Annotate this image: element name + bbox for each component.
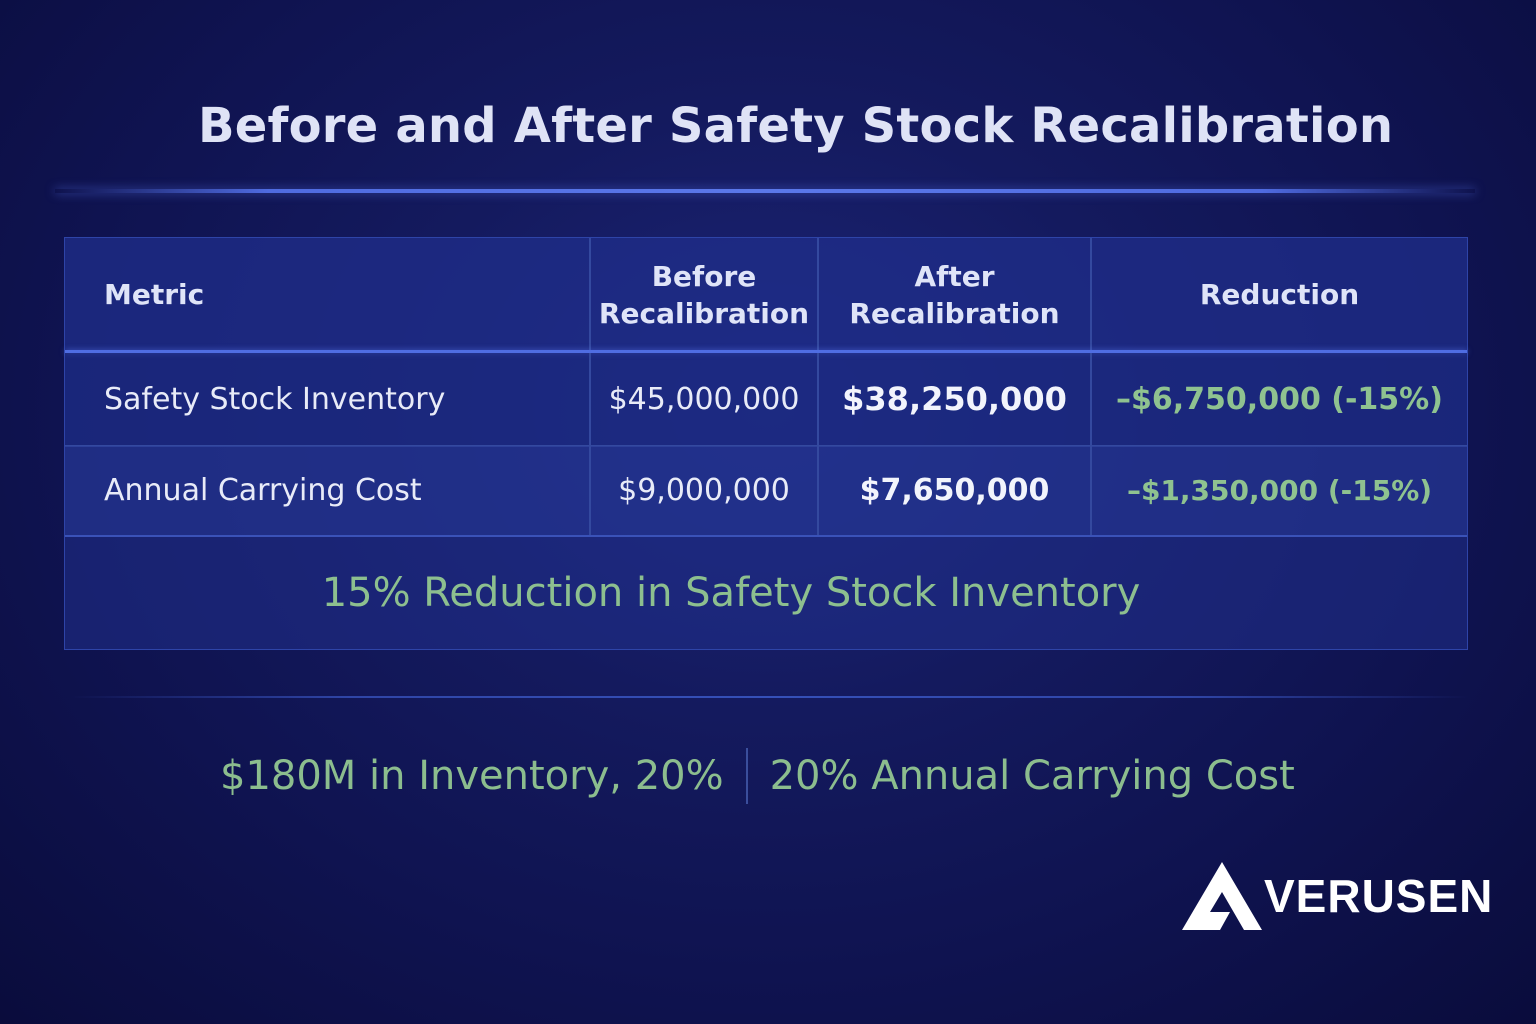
stats-bar: $180M in Inventory, 20% 20% Annual Carry…	[220, 748, 1295, 804]
stat-carrying-cost: 20% Annual Carrying Cost	[769, 753, 1295, 799]
row-metric-cell: Safety Stock Inventory	[65, 353, 589, 445]
row-metric-label: Annual Carrying Cost	[104, 473, 422, 508]
row-before-cell: $9,000,000	[589, 446, 817, 535]
header-reduction-label: Reduction	[1199, 278, 1360, 311]
row-reduction-cell: –$6,750,000 (-15%)	[1090, 353, 1467, 445]
summary-divider	[65, 535, 1467, 537]
logo-text: VERUSEN	[1264, 870, 1494, 922]
header-metric-label: Metric	[104, 278, 205, 311]
row-after-cell: $7,650,000	[817, 446, 1090, 535]
row-before-value: $9,000,000	[618, 473, 790, 508]
header-divider	[65, 350, 1467, 353]
table-header-row: Metric Before Recalibration After Recali…	[65, 238, 1467, 351]
row-after-cell: $38,250,000	[817, 353, 1090, 445]
summary-text: 15% Reduction in Safety Stock Inventory	[321, 569, 1141, 616]
header-before-label: Before Recalibration	[598, 259, 810, 330]
table-row: Annual Carrying Cost $9,000,000 $7,650,0…	[65, 446, 1467, 535]
stat-separator	[745, 748, 748, 804]
page-title: Before and After Safety Stock Recalibrat…	[198, 98, 1394, 154]
header-after-label: After Recalibration	[849, 259, 1060, 330]
row-before-cell: $45,000,000	[589, 353, 817, 445]
stat-inventory: $180M in Inventory, 20%	[220, 753, 724, 799]
brand-logo: VERUSEN	[1182, 862, 1493, 930]
row-reduction-value: –$1,350,000 (-15%)	[1126, 474, 1433, 507]
header-cell-reduction: Reduction	[1090, 238, 1467, 351]
row-reduction-value: –$6,750,000 (-15%)	[1116, 381, 1443, 417]
header-cell-metric: Metric	[65, 238, 589, 351]
table-row: Safety Stock Inventory $45,000,000 $38,2…	[65, 353, 1467, 445]
bottom-divider	[70, 696, 1470, 698]
title-divider	[55, 189, 1475, 193]
row-metric-cell: Annual Carrying Cost	[65, 446, 589, 535]
row-after-value: $38,250,000	[842, 380, 1067, 418]
summary-row: 15% Reduction in Safety Stock Inventory	[65, 536, 1467, 649]
verusen-logo-icon	[1182, 862, 1262, 930]
header-cell-before: Before Recalibration	[589, 238, 817, 351]
row-before-value: $45,000,000	[608, 381, 800, 417]
row-metric-label: Safety Stock Inventory	[104, 381, 446, 417]
row-after-value: $7,650,000	[859, 473, 1050, 508]
header-cell-after: After Recalibration	[817, 238, 1090, 351]
row-reduction-cell: –$1,350,000 (-15%)	[1090, 446, 1467, 535]
comparison-table: Metric Before Recalibration After Recali…	[64, 237, 1468, 650]
